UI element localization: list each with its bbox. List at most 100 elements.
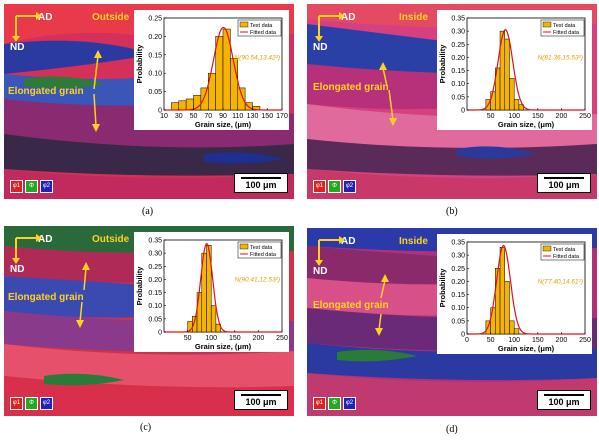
y-tick-label: 0.20 xyxy=(148,277,162,284)
y-tick-label: 0.20 xyxy=(148,34,162,41)
nd-label: ND xyxy=(313,266,328,277)
axis-arrows-icon xyxy=(12,234,42,264)
histogram-inset-b: 50 100 150 200 250 0 0.05 0.10 0.15 0.20 0.25 0.30 0… xyxy=(437,10,592,130)
fitted-curve xyxy=(164,26,282,111)
legend-test-label: Test data xyxy=(553,247,576,253)
histogram-bar xyxy=(509,320,515,335)
histogram-inset-d: 0 50 100 150 200 250 0 0.05 0.10 0.15 0.20 0.25 0.30… xyxy=(437,234,592,354)
x-tick-label: 200 xyxy=(556,337,568,344)
fitted-curve xyxy=(467,28,585,111)
x-tick-label: 100 xyxy=(508,113,520,120)
x-tick-label: 30 xyxy=(175,113,183,120)
caption-c: (c) xyxy=(140,422,152,433)
panel-b: AD ND Inside Elongated grain 50 100 150 200… xyxy=(307,4,597,199)
legend-fit-label: Fitted data xyxy=(250,252,277,258)
scale-bar: 100 μm xyxy=(537,173,591,193)
phi1-icon: φ1 xyxy=(10,180,23,193)
euler-legend: φ1 Φ φ2 xyxy=(313,397,356,410)
x-tick-label: 100 xyxy=(508,337,520,344)
phi1-icon: φ1 xyxy=(10,397,23,410)
ad-label: AD xyxy=(38,12,53,23)
histogram-bar xyxy=(513,99,520,111)
histogram-bar xyxy=(230,58,238,111)
legend-box xyxy=(540,243,585,261)
caption-b: (b) xyxy=(446,206,458,217)
legend-box xyxy=(237,241,282,259)
nd-label: ND xyxy=(313,42,328,53)
ad-label: AD xyxy=(38,234,53,245)
phi-icon: Φ xyxy=(25,180,38,193)
elongated-grain-label: Elongated grain xyxy=(313,82,389,93)
y-axis-label: Probability xyxy=(135,266,144,306)
y-axis-label: Probability xyxy=(135,44,144,84)
y-tick-label: 0.25 xyxy=(148,264,162,271)
fitted-curve xyxy=(467,244,585,335)
legend-box xyxy=(237,19,282,37)
y-tick-label: 0.20 xyxy=(451,55,465,62)
y-tick-label: 0.05 xyxy=(148,316,162,323)
x-tick-label: 150 xyxy=(261,113,273,120)
nd-label: ND xyxy=(10,42,25,53)
euler-legend: φ1 Φ φ2 xyxy=(10,397,53,410)
elongated-grain-label: Elongated grain xyxy=(8,86,84,97)
fitted-curve xyxy=(164,242,282,333)
euler-legend: φ1 Φ φ2 xyxy=(313,180,356,193)
panel-d: AD ND Inside Elongated grain 0 50 100 150 20… xyxy=(307,228,597,416)
arrow-icons xyxy=(76,262,90,328)
legend-test-label: Test data xyxy=(553,23,576,29)
histogram-inset-c: 50 100 150 200 250 0 0.05 0.10 0.15 0.20 0.25 0.30 0… xyxy=(134,232,289,352)
side-label: Inside xyxy=(399,236,428,247)
histogram-bar xyxy=(200,87,209,111)
histogram-bar xyxy=(495,268,501,335)
phi2-icon: φ2 xyxy=(343,397,356,410)
x-tick-label: 250 xyxy=(579,113,591,120)
legend-test-label: Test data xyxy=(250,23,273,29)
histogram-bar xyxy=(504,38,510,111)
elongated-grain-label: Elongated grain xyxy=(313,300,389,311)
histogram-bar xyxy=(513,328,520,335)
y-tick-label: 0.25 xyxy=(451,266,465,273)
panel-a: AD ND Outside Elongated grain 10 30 50 70 90… xyxy=(4,4,294,199)
panel-c: AD ND Outside Elongated grain 50 100 150 20… xyxy=(4,226,294,416)
x-tick-label: 250 xyxy=(579,337,591,344)
histogram-bar xyxy=(509,78,515,111)
scale-bar: 100 μm xyxy=(234,173,288,193)
histogram-bar xyxy=(215,36,224,111)
y-tick-label: 0.15 xyxy=(148,290,162,297)
y-tick-label: 0.30 xyxy=(451,253,465,260)
x-axis-label: Grain size, (μm) xyxy=(195,120,252,129)
x-tick-label: 150 xyxy=(229,335,241,342)
side-label: Outside xyxy=(92,234,130,245)
x-tick-label: 90 xyxy=(219,113,227,120)
y-tick-label: 0.25 xyxy=(148,16,162,23)
y-tick-label: 0.35 xyxy=(451,16,465,23)
histogram-bar xyxy=(196,292,203,333)
fit-annotation: N(90.54,13.42²) xyxy=(234,54,280,61)
side-label: Inside xyxy=(399,12,428,23)
y-tick-label: 0.30 xyxy=(451,29,465,36)
y-axis-label: Probability xyxy=(438,44,447,84)
phi-icon: Φ xyxy=(328,397,341,410)
phi1-icon: φ1 xyxy=(313,180,326,193)
y-tick-label: 0 xyxy=(461,108,465,115)
y-tick-label: 0.10 xyxy=(148,71,162,78)
caption-a: (a) xyxy=(142,206,154,217)
y-tick-label: 0.25 xyxy=(451,42,465,49)
elongated-grain-label: Elongated grain xyxy=(8,292,84,303)
x-tick-label: 100 xyxy=(205,335,217,342)
scale-bar: 100 μm xyxy=(537,390,591,410)
histogram-bar xyxy=(171,102,179,111)
y-tick-label: 0.10 xyxy=(148,303,162,310)
y-axis-label: Probability xyxy=(438,268,447,308)
x-tick-label: 150 xyxy=(532,113,544,120)
histogram-bar xyxy=(490,91,496,111)
y-tick-label: 0.15 xyxy=(451,292,465,299)
histogram-bar xyxy=(237,87,246,111)
x-tick-label: 200 xyxy=(253,335,265,342)
arrow-icons xyxy=(379,62,397,126)
legend-swatch-test xyxy=(542,21,552,28)
y-tick-label: 0 xyxy=(158,108,162,115)
legend-fit-label: Fitted data xyxy=(553,30,580,36)
y-tick-label: 0 xyxy=(461,332,465,339)
legend-fit-label: Fitted data xyxy=(553,254,580,260)
